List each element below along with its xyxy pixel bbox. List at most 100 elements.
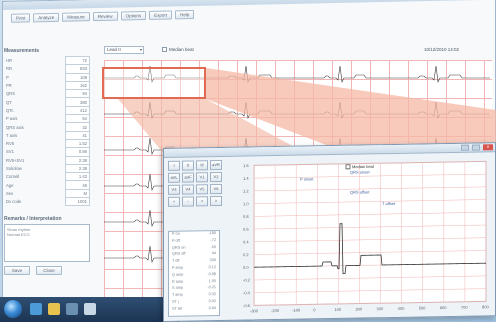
y-tick-label: 1.4 <box>243 176 249 181</box>
toolbar-button-options[interactable]: Options <box>120 10 147 21</box>
measurement-label: QT <box>6 99 12 105</box>
lead-tool-button[interactable]: V2 <box>210 171 222 183</box>
lead-tool-button[interactable]: > <box>210 195 222 207</box>
measurement-value-field[interactable]: 32 <box>65 122 90 132</box>
measurement-value-field[interactable]: 72 <box>65 55 90 66</box>
remarks-textarea[interactable]: Sinus rhythm Normal ECG <box>4 224 90 262</box>
median-checkbox-wrap[interactable]: Median beat <box>162 47 194 52</box>
x-tick-label: 0 <box>313 307 316 312</box>
measurement-value-field[interactable]: 833 <box>65 64 90 74</box>
lead-tool-button[interactable]: < <box>196 196 208 207</box>
lead-tool-button[interactable]: aVR <box>210 159 222 171</box>
lead-select[interactable]: Lead II ▾ <box>104 46 144 54</box>
measurement-row: QT 380 <box>4 97 90 107</box>
lead-tool-button[interactable]: V1 <box>196 172 208 183</box>
measurement-row: T axis 41 <box>4 130 90 140</box>
measurement-value-field[interactable]: M <box>65 188 90 199</box>
measurement-row: Sex M <box>4 188 90 199</box>
x-tick-label: 400 <box>398 306 405 311</box>
measurement-label: HR <box>6 58 13 64</box>
y-tick-label: 1.0 <box>243 201 249 206</box>
measurement-value-field[interactable]: 41 <box>65 130 90 140</box>
measurement-value-field[interactable]: 1001 <box>65 197 90 207</box>
folder-icon[interactable] <box>48 303 60 315</box>
measurement-row: Age 48 <box>4 180 90 190</box>
lead-tool-button[interactable]: V3 <box>168 184 180 195</box>
measurement-label: Age <box>6 182 14 188</box>
lead-tool-button[interactable]: + <box>168 196 180 207</box>
measurement-row: PR 162 <box>4 80 90 91</box>
fiducial-value: 0.04 <box>208 305 216 310</box>
measurement-label: RV5 <box>6 141 15 147</box>
annotation-qrs-offset: QRS offset <box>350 189 370 194</box>
toolbar-button-measure[interactable]: Measure <box>62 11 90 22</box>
measurement-label: QRS axis <box>6 124 24 130</box>
start-button[interactable] <box>4 300 22 318</box>
lead-tool-button[interactable]: III <box>196 160 208 171</box>
fiducial-row: ST 60 0.04 <box>169 306 219 314</box>
ecg-app-icon[interactable] <box>84 303 96 315</box>
measurement-value-field[interactable]: 48 <box>65 180 90 190</box>
toolbar-button-export[interactable]: Export <box>149 9 173 20</box>
grid-line-h <box>254 186 486 192</box>
chart-checkbox[interactable] <box>345 164 351 170</box>
save-button[interactable]: Save <box>4 266 30 275</box>
x-tick-label: -200 <box>271 308 280 313</box>
lead-select-value: Lead II <box>107 47 121 52</box>
x-tick-label: 500 <box>419 305 426 310</box>
measurement-value-field[interactable]: 380 <box>65 97 90 107</box>
lead-tool-button[interactable]: V5 <box>196 184 208 195</box>
taskbar <box>0 297 180 322</box>
measurement-row: HR 72 <box>4 55 90 66</box>
toolbar-button-print[interactable]: Print <box>11 12 31 23</box>
measurement-value-field[interactable]: 1.52 <box>65 138 90 149</box>
lead-tool-button[interactable]: aVL <box>168 172 180 183</box>
lead-tool-button[interactable]: V6 <box>210 183 222 195</box>
measurement-value-field[interactable]: 412 <box>65 105 90 116</box>
y-tick-label: 0.0 <box>243 265 249 270</box>
measurement-value-field[interactable]: 108 <box>65 72 90 82</box>
lead-tool-button[interactable]: aVF <box>182 172 194 183</box>
measurement-row: Sokolow 2.38 <box>4 163 90 174</box>
lead-tool-button[interactable]: II <box>182 160 194 171</box>
measurement-label: QRS <box>6 91 16 97</box>
measurement-value-field[interactable]: 162 <box>65 80 90 91</box>
grid-line-h <box>254 199 486 204</box>
popup-close-button[interactable]: × <box>483 144 493 151</box>
median-beat-trace <box>254 223 486 275</box>
popup-minimize-button[interactable] <box>461 144 469 151</box>
zoom-selection-box[interactable] <box>102 67 206 99</box>
lead-tool-button[interactable]: - <box>182 196 194 207</box>
measurement-value-field[interactable]: 0.86 <box>65 147 90 157</box>
x-tick-label: -300 <box>250 308 259 313</box>
toolbar-button-help[interactable]: Help <box>175 9 195 19</box>
grid-line-h <box>254 224 486 230</box>
measurement-value-field[interactable]: 2.38 <box>65 155 90 165</box>
grid-line-h <box>254 301 486 306</box>
close-panel-button[interactable]: Close <box>36 266 62 275</box>
median-beat-chart: 1.6 1.4 1.2 1.0 0.8 0.6 0.4 0.2 0.0 -0.2 -0.4 -0.6-… <box>242 155 492 317</box>
annotation-p-onset: P onset <box>300 176 314 181</box>
y-tick-label: -0.6 <box>243 303 251 308</box>
media-icon[interactable] <box>66 303 78 315</box>
measurement-row: RR 833 <box>4 64 90 74</box>
measurements-header: Measurements <box>4 48 40 54</box>
lead-tool-button[interactable]: I <box>168 160 180 171</box>
measurement-row: QTc 412 <box>4 105 90 116</box>
measurement-row: Dx code 1001 <box>4 197 90 207</box>
measurement-value-field[interactable]: 1.43 <box>65 172 90 182</box>
measurement-value-field[interactable]: 94 <box>65 89 90 99</box>
median-beat-plot: 1.61.41.21.00.80.60.40.20.0-0.2-0.4-0.6-… <box>243 160 489 313</box>
median-checkbox[interactable] <box>162 47 167 52</box>
popup-maximize-button[interactable] <box>472 144 480 151</box>
x-tick-label: 300 <box>377 306 384 311</box>
measurement-value-field[interactable]: 54 <box>65 114 90 124</box>
x-tick-label: 100 <box>334 307 341 312</box>
measurement-value-field[interactable]: 2.38 <box>65 163 90 174</box>
toolbar-button-review[interactable]: Review <box>92 11 118 21</box>
toolbar-button-analyze[interactable]: Analyze <box>33 12 60 22</box>
annotation-qrs-onset: QRS onset <box>350 169 370 174</box>
browser-icon[interactable] <box>30 303 42 315</box>
lead-tool-button[interactable]: V4 <box>182 184 194 195</box>
measurement-label: Sex <box>6 190 14 196</box>
